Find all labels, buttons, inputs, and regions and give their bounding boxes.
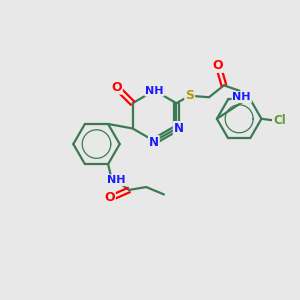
Text: NH: NH xyxy=(145,85,164,96)
Text: Cl: Cl xyxy=(273,114,286,127)
Text: O: O xyxy=(104,190,115,204)
Text: N: N xyxy=(149,136,159,149)
Text: N: N xyxy=(174,122,184,135)
Text: NH: NH xyxy=(232,92,251,102)
Text: NH: NH xyxy=(107,175,126,185)
Text: O: O xyxy=(213,59,223,72)
Text: S: S xyxy=(185,89,194,102)
Text: O: O xyxy=(111,81,122,94)
